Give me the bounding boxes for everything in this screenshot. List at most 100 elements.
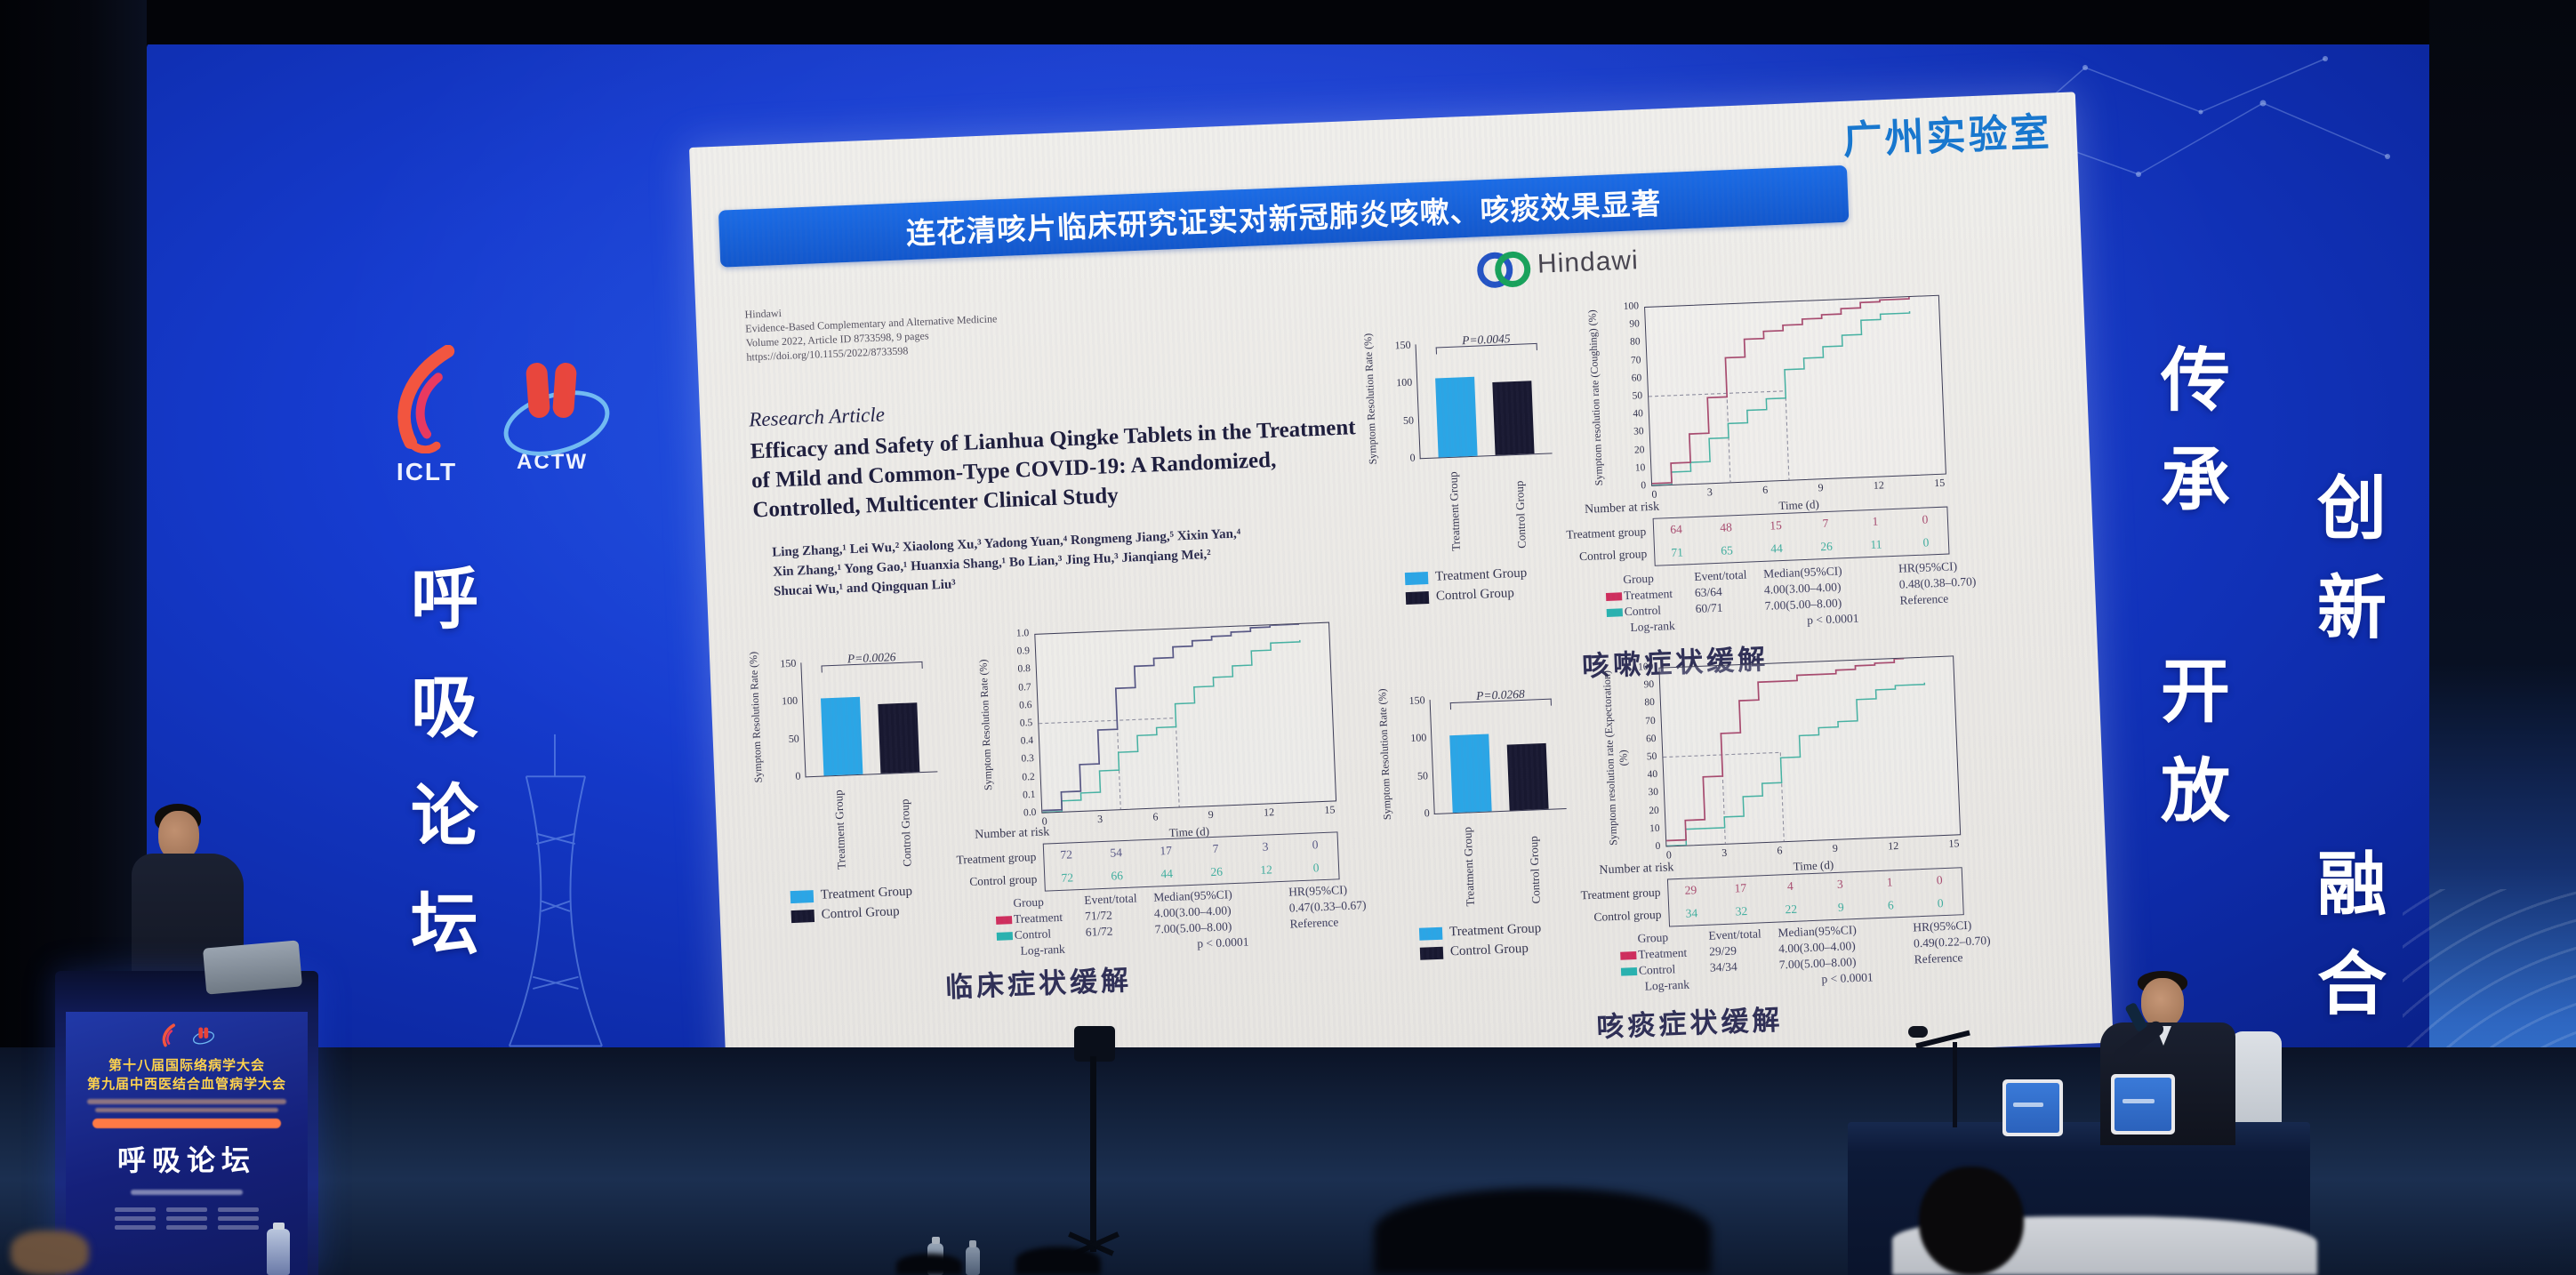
- legend-label: Control Group: [821, 904, 900, 922]
- bar-chart-expectoration: Symptom Resolution Rate (%) 150 100 50 0 P…: [1374, 681, 1590, 982]
- bar-ylabel: Symptom Resolution Rate (%): [746, 651, 765, 783]
- p-value-bracket: P=0.0045: [1435, 332, 1537, 355]
- risk-title: Number at risk: [1599, 861, 1674, 878]
- slogan-chuancheng: 传承: [2151, 343, 2229, 542]
- risk-labels: Treatment group Control group: [956, 849, 1038, 889]
- name-card-display: [2111, 1074, 2175, 1135]
- stats-swatch-treatment: [1620, 950, 1637, 960]
- caption-clinical: 临床症状缓解: [944, 964, 1133, 1004]
- podium-logos: [158, 1021, 215, 1051]
- dark-ceiling: [0, 0, 2576, 44]
- ytick: 0: [795, 769, 801, 782]
- podium-laptop: [202, 940, 303, 995]
- legend-swatch-treatment: [1418, 926, 1443, 941]
- audience-head: [1919, 1167, 2024, 1275]
- bar-yticks: 150 100 50 0: [771, 657, 801, 784]
- hindawi-rings-icon: [1476, 247, 1532, 289]
- audience-head: [896, 1254, 962, 1275]
- control-bar: [1492, 381, 1535, 455]
- desk-microphone: [1908, 1021, 1994, 1127]
- lab-name: 广州实验室: [1842, 110, 2053, 163]
- risk-row-control: 71 65 44 26 11 0: [1671, 535, 1930, 560]
- legend-swatch-treatment: [1404, 571, 1429, 585]
- slogan-chuangxin: 创新: [2307, 471, 2386, 670]
- km-plot: [1644, 294, 1946, 486]
- mic-capsule: [1908, 1026, 1928, 1038]
- ytick: 100: [781, 694, 798, 708]
- bar-legend: Treatment Group Control Group: [1418, 921, 1543, 960]
- slogan-kaifang: 开放: [2151, 654, 2229, 854]
- stats-swatch-treatment: [995, 915, 1013, 925]
- km-xlabel: Time (d): [1778, 497, 1820, 513]
- bars: [801, 657, 937, 776]
- control-bar: [1506, 742, 1549, 811]
- actw-label: ACTW: [517, 450, 588, 474]
- km-xlabel: Time (d): [1793, 858, 1834, 873]
- p-value-label: P=0.0268: [1475, 686, 1525, 702]
- iclt-logo: ICLT: [373, 344, 480, 486]
- legend-swatch-control: [1419, 946, 1444, 960]
- bars: [1431, 694, 1567, 814]
- hindawi-logo: Hindawi: [1476, 243, 1640, 289]
- p-value-bracket: P=0.0268: [1449, 687, 1552, 710]
- iclt-flame-icon: [397, 344, 455, 454]
- bar-yticks: 150 100 50 0: [1408, 694, 1430, 820]
- bar-categories: Treatment Group Control Group: [1460, 826, 1543, 907]
- legend-swatch-control: [1405, 590, 1430, 605]
- name-card-screen: [2006, 1083, 2059, 1133]
- bar-plot: 150 100 50 0 P=0.0026: [780, 650, 938, 782]
- podium-orange-banner: [92, 1119, 282, 1128]
- category-label: Control Group: [897, 798, 914, 868]
- risk-labels: Treatment group Control group: [1566, 525, 1648, 564]
- caption-expectoration: 咳痰症状缓解: [1595, 1004, 1785, 1043]
- bar-legend: Treatment Group Control Group: [1404, 566, 1529, 605]
- legend-label: Treatment Group: [820, 884, 913, 902]
- ytick: 150: [780, 656, 797, 670]
- legend-swatch-treatment: [790, 889, 815, 903]
- paper-title: Efficacy and Safety of Lianhua Qingke Ta…: [750, 415, 1357, 523]
- p-value-label: P=0.0026: [847, 650, 896, 666]
- water-bottle: [267, 1223, 290, 1275]
- hindawi-wordmark: Hindawi: [1537, 245, 1640, 279]
- podium-congress-line1: 第十八届国际络病学大会: [108, 1058, 265, 1073]
- slide-title-banner: 连花清咳片临床研究证实对新冠肺炎咳嗽、咳痰效果显著: [718, 164, 1850, 268]
- bar-categories: Treatment Group Control Group: [806, 774, 941, 870]
- km-ylabel: Symptom resolution rate (Expectoration) …: [1600, 670, 1630, 846]
- stats-table-expectoration: Group Event/total Median(95%CI) HR(95%CI…: [1619, 916, 2026, 994]
- paper-authors: Ling Zhang,¹ Lei Wu,² Xiaolong Xu,³ Yado…: [772, 521, 1320, 602]
- stats-swatch-control: [996, 931, 1014, 941]
- iclt-label: ICLT: [396, 458, 458, 485]
- risk-title: Number at risk: [974, 825, 1050, 842]
- stats-swatch-control: [1620, 966, 1638, 976]
- legend-swatch-control: [790, 909, 815, 923]
- bars: [1416, 339, 1553, 458]
- p-value-bracket: P=0.0026: [821, 650, 923, 673]
- km-chart-cough: Symptom resolution rate (Coughing) (%) 1…: [1585, 294, 1968, 532]
- podium-english-blur: [94, 1108, 279, 1112]
- risk-table-cough: Number at risk Treatment group Control g…: [1553, 488, 1953, 566]
- km-plot: [1034, 621, 1337, 814]
- stand-pole: [1090, 1056, 1096, 1252]
- control-bar: [878, 702, 920, 774]
- name-card-display: [2002, 1079, 2063, 1136]
- presentation-slide: 广州实验室 连花清咳片临床研究证实对新冠肺炎咳嗽、咳痰效果显著 Hindawi …: [689, 92, 2114, 1099]
- bar-yticks: 150 100 50 0: [1394, 338, 1416, 464]
- risk-row-control: 72 66 44 26 12 0: [1061, 861, 1320, 885]
- bar-categories: Treatment Group Control Group: [1446, 471, 1529, 552]
- bar-ylabel: Symptom Resolution Rate (%): [1376, 688, 1393, 821]
- bar-chart-cough: Symptom Resolution Rate (%) 150 100 50 0 P…: [1360, 326, 1576, 628]
- audience-head: [1015, 1247, 1101, 1275]
- article-kind-label: Research Article: [748, 403, 886, 431]
- km-xlabel: Time (d): [1168, 824, 1210, 839]
- camera-stand: [1063, 1026, 1126, 1275]
- led-screen: ICLT ACTW 呼吸论坛: [147, 43, 2432, 1099]
